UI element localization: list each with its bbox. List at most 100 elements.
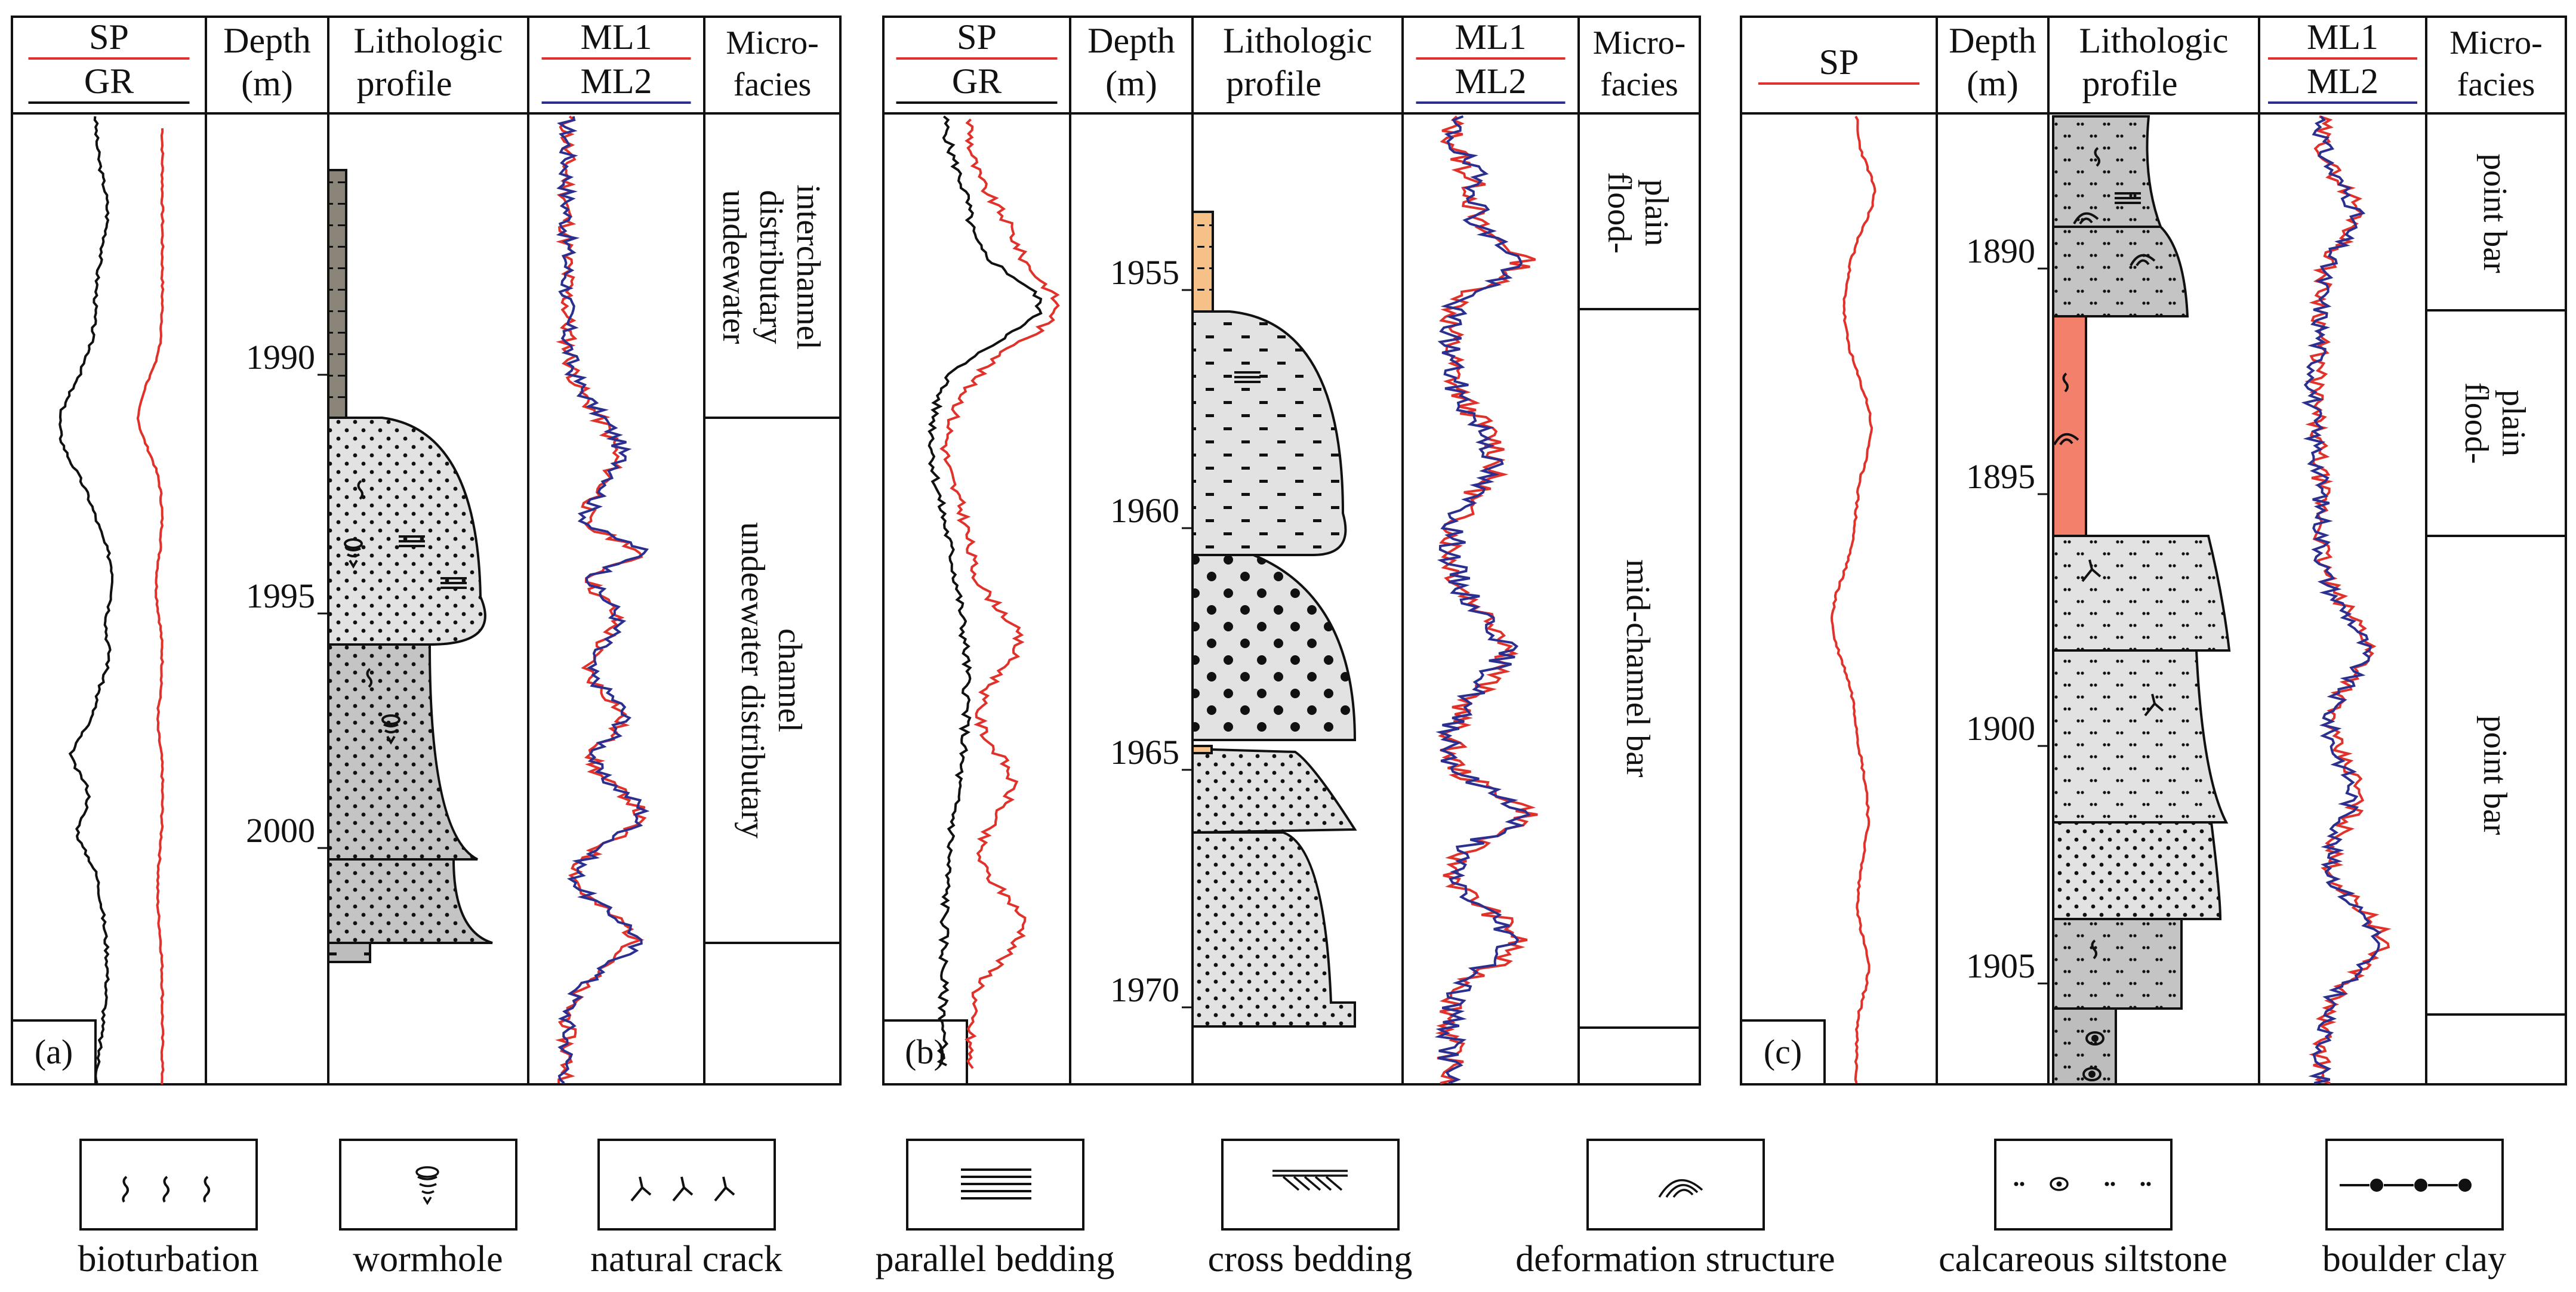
legend-label: wormhole [353,1239,503,1279]
legend-label: calcareous siltstone [1939,1239,2227,1279]
parallel-bedding-icon [1234,371,1261,383]
deformation-structure-icon [2130,254,2156,267]
deformation-structure-icon [2073,212,2099,225]
bioturbation-icon [2094,147,2100,167]
calcareous-siltstone-icon [2082,1067,2102,1081]
header-depth-unit: (m) [1967,64,2019,103]
bed-outline [2052,226,2189,317]
bed-texture [328,859,492,943]
sp-curve [939,118,1060,1069]
natural-crack-icon [2081,559,2102,582]
ml1-curve [2304,115,2392,1084]
bed-outline [327,417,486,646]
depth-tick-label: 1900 [1966,709,2035,748]
header-depth-unit: (m) [241,64,293,103]
panel-label-box [882,1019,968,1086]
panel-frame [1740,16,2567,1086]
legend-label: deformation structure [1515,1239,1835,1279]
bed-texture [1193,312,1346,555]
header-micro: Micro- [2449,24,2543,61]
header-micro: Micro- [1593,24,1686,61]
bed-texture [2053,919,2181,1009]
bed-outline [2052,115,2162,228]
header-gr: GR [952,61,1002,101]
sp-curve [1830,116,1876,1084]
litho-bed-siltstone [2052,918,2183,1010]
header-ml1: ML1 [2307,17,2378,57]
bed-outline [1191,747,1357,834]
bioturbation-icon [122,1176,210,1203]
parallel-bedding-icon [961,1168,1031,1200]
header-lithologic: Lithologic [1223,21,1372,60]
legend-item-boulder-clay: boulder clay [2322,1139,2506,1279]
bed-texture [1193,749,1355,832]
header-lithologic: Lithologic [354,21,503,60]
bed-texture [2053,822,2220,919]
microfacies-text: undeewater distributary [734,522,771,838]
header-ml1: ML1 [581,17,652,57]
microfacies-text: plain [1638,180,1675,246]
litho-bed-mudstone [327,169,347,419]
legend-item-deformation-structure: deformation structure [1515,1139,1835,1279]
parallel-bedding-icon [440,577,467,589]
bioturbation-icon [357,480,363,500]
bed-outline [1191,310,1347,556]
microfacies-text: distributary [753,190,790,344]
microfacies-text: undeewater [716,190,753,344]
bed-outline [1191,745,1213,754]
litho-bed-sandstone [1191,310,1347,556]
bed-outline [2052,821,2222,920]
bed-texture [2053,116,2161,227]
header-profile: profile [2082,64,2178,103]
bed-texture [2053,1009,2116,1084]
litho-bed-sandstone [1191,831,1356,1028]
ml1-curve [555,115,647,1084]
microfacies-text: flood- [1601,172,1638,254]
litho-bed-siltstone [327,858,493,944]
bioturbation-icon [2062,372,2069,393]
depth-tick-label: 1965 [1110,733,1179,772]
bed-outline [327,942,371,963]
bed-texture [2053,650,2226,822]
header-ml2: ML2 [1455,61,1527,101]
header-sp: SP [89,17,129,57]
microfacies-text: flood- [2458,383,2495,464]
microfacies-text: plain [2495,390,2532,457]
boulder-clay-icon [2340,1179,2472,1192]
litho-bed-siltstone [2052,115,2162,228]
header-facies: facies [734,66,812,103]
litho-bed-siltstone [2052,1007,2117,1086]
microfacies-text: mid-channel bar [1619,559,1656,778]
panel-label: (c) [1764,1032,1802,1071]
depth-tick-label: 1995 [246,576,315,615]
microfacies-label: undeewater distributary interchannel [716,184,827,350]
depth-tick-label: 1905 [1966,946,2035,985]
microfacies-label: mid-channel bar [1619,559,1656,778]
legend-label: cross bedding [1208,1239,1413,1279]
header-facies: facies [2457,66,2535,103]
depth-tick-label: 1895 [1966,457,2035,496]
microfacies-label: undeewater distributary channel [734,522,808,838]
header-sp: SP [1819,42,1859,82]
bed-outline [2052,649,2229,824]
bed-texture [328,943,370,962]
microfacies-text: point bar [2476,153,2513,273]
bed-outline [327,643,478,861]
panel-label-box [1740,1019,1826,1086]
bed-outline [2052,918,2183,1010]
depth-tick-label: 1955 [1110,253,1179,292]
bed-texture [2053,227,2187,316]
header-depth: Depth [223,21,311,60]
legend-item-cross-bedding: cross bedding [1208,1139,1413,1279]
bed-texture [328,645,477,859]
header-depth-unit: (m) [1105,64,1157,103]
gr-curve [928,115,1043,1066]
legend-label: natural crack [590,1239,782,1279]
cross-bedding-icon [1272,1170,1348,1191]
panel-label: (a) [35,1032,73,1071]
header-facies: facies [1600,66,1678,103]
legend-item-bioturbation: bioturbation [78,1139,259,1279]
wormhole-icon [344,538,363,569]
